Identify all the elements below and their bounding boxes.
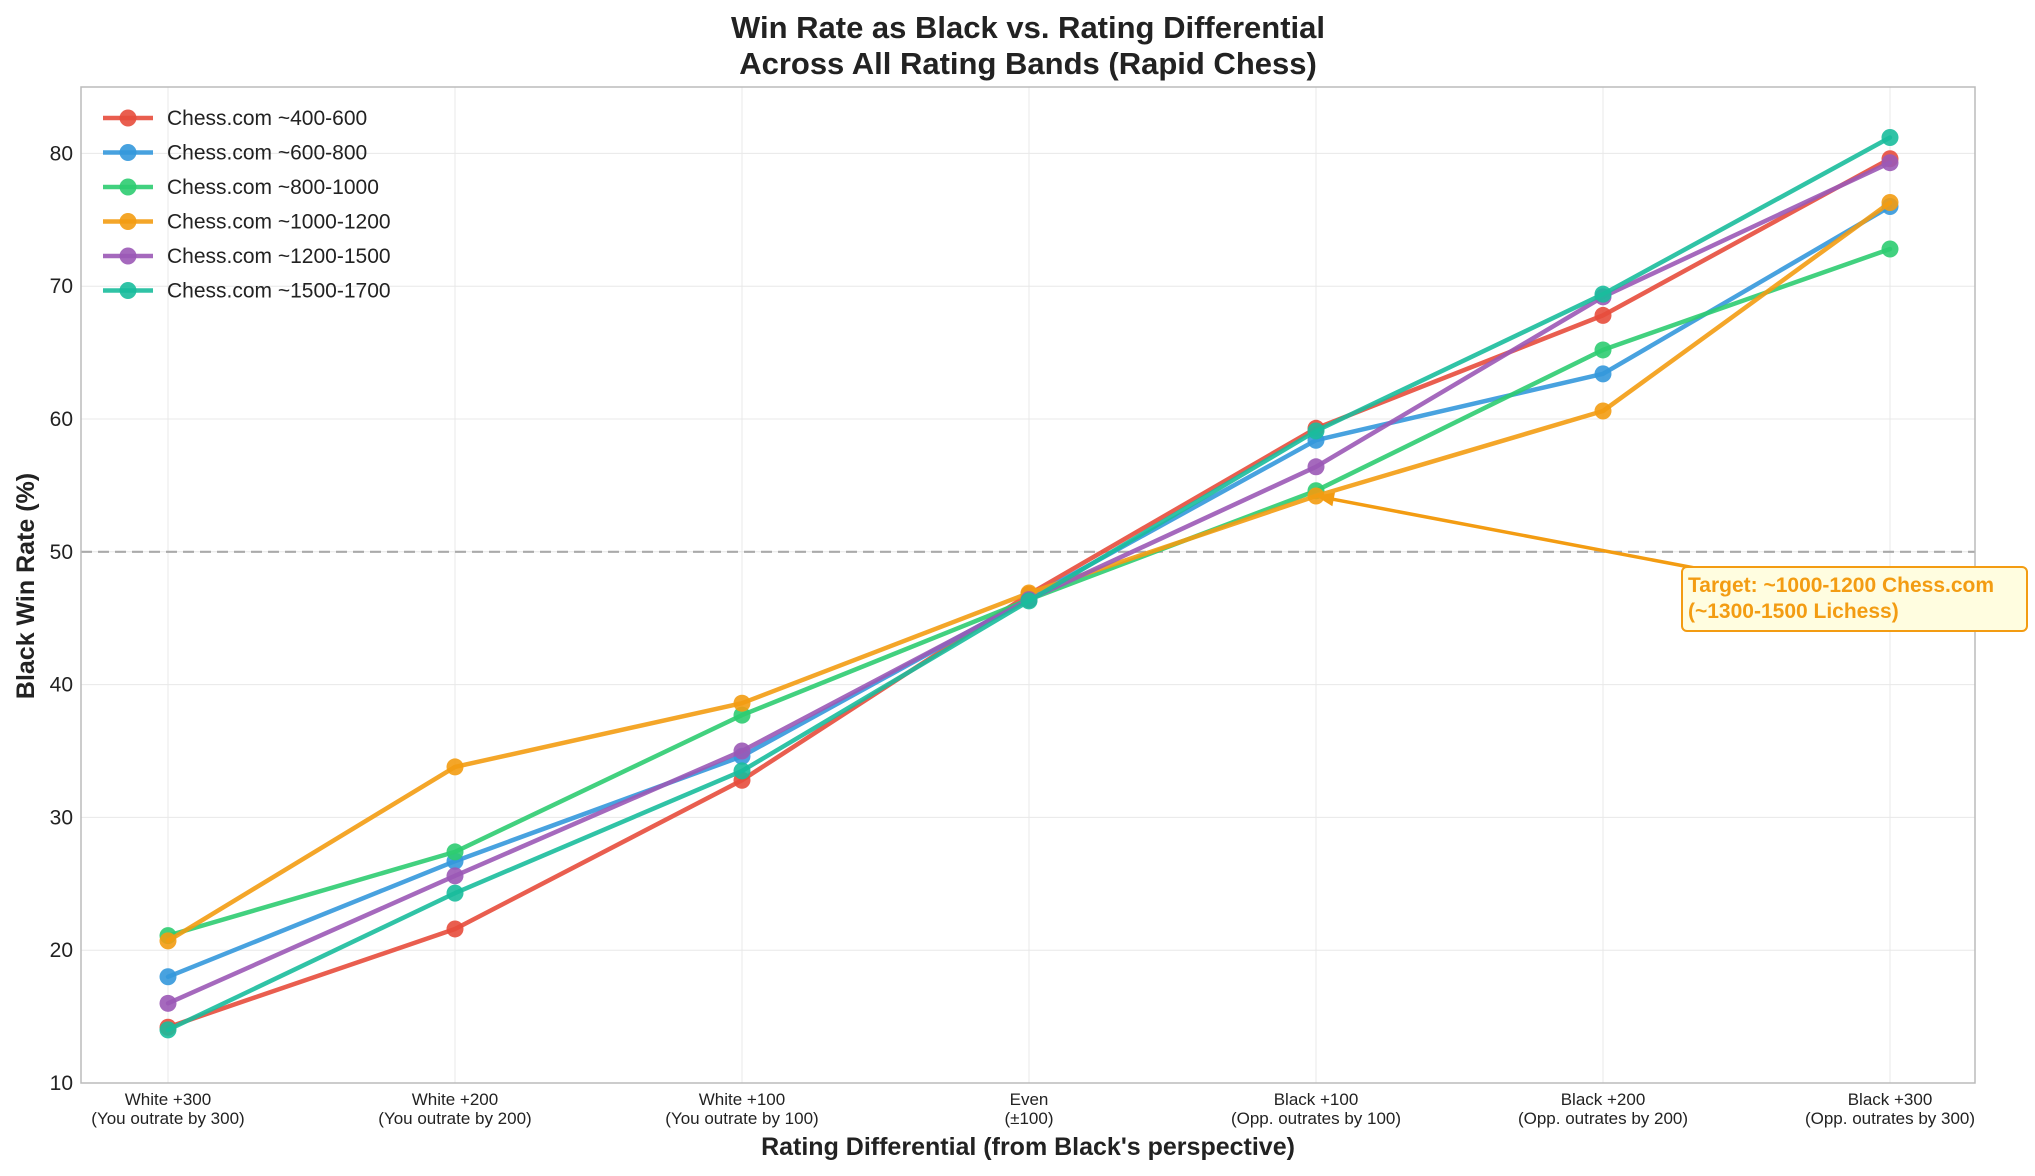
x-tick-sublabel: (You outrate by 300) — [91, 1109, 244, 1128]
annotation-arrow-shaft — [1329, 496, 1701, 571]
data-point — [446, 758, 464, 776]
data-point — [1594, 341, 1612, 359]
data-point — [1881, 194, 1899, 212]
data-point — [733, 742, 751, 760]
y-tick-label: 30 — [50, 806, 73, 829]
y-axis-label: Black Win Rate (%) — [12, 473, 40, 699]
legend-label: Chess.com ~800-1000 — [167, 176, 379, 199]
x-tick-sublabel: (±100) — [1004, 1109, 1053, 1128]
legend-marker — [119, 213, 137, 230]
x-axis-label: Rating Differential (from Black's perspe… — [761, 1133, 1295, 1161]
y-tick-label: 80 — [50, 142, 73, 165]
data-point — [159, 1021, 177, 1039]
x-tick-labels: White +300(You outrate by 300) White +200… — [91, 1090, 1975, 1128]
legend-marker — [119, 178, 137, 196]
annotation-box — [1681, 566, 2028, 632]
legend-label: Chess.com ~600-800 — [167, 142, 367, 165]
legend-label: Chess.com ~1500-1700 — [167, 280, 391, 303]
annotation: Target: ~1000-1200 Chess.com (~1300-1500 … — [1316, 492, 2028, 632]
x-tick-label: Even — [1010, 1090, 1049, 1109]
annotation-text-line: Target: ~1000-1200 Chess.com — [1688, 574, 1994, 597]
x-tick-sublabel: (Opp. outrates by 100) — [1231, 1109, 1401, 1128]
data-point — [446, 843, 464, 861]
annotation-arrow-head — [1316, 492, 1335, 507]
x-tick-sublabel: (Opp. outrates by 200) — [1518, 1109, 1688, 1128]
data-point — [159, 994, 177, 1012]
data-point — [1881, 128, 1899, 146]
data-point — [1594, 402, 1612, 420]
data-point — [1020, 592, 1038, 610]
data-point — [159, 968, 177, 986]
data-point — [1594, 306, 1612, 324]
legend: Chess.com ~400-600 Chess.com ~600-800 Ches… — [103, 107, 391, 303]
series-group — [159, 128, 1899, 1039]
legend-marker — [119, 109, 137, 127]
data-point — [733, 762, 751, 780]
data-point — [1307, 458, 1325, 476]
legend-label: Chess.com ~1000-1200 — [167, 211, 391, 234]
x-tick-label: White +100 — [699, 1090, 785, 1109]
x-tick-label: White +300 — [125, 1090, 211, 1109]
data-point — [733, 706, 751, 724]
y-tick-label: 60 — [50, 408, 73, 431]
legend-label: Chess.com ~1200-1500 — [167, 245, 391, 268]
legend-marker — [119, 282, 137, 299]
data-point — [446, 867, 464, 885]
series-6 — [159, 128, 1899, 1039]
y-tick-label: 40 — [50, 674, 73, 697]
annotation-text-line: (~1300-1500 Lichess) — [1688, 600, 1899, 623]
x-tick-label: Black +200 — [1561, 1090, 1646, 1109]
y-tick-label: 50 — [50, 541, 73, 564]
x-tick-sublabel: (You outrate by 200) — [378, 1109, 531, 1128]
x-tick-label: White +200 — [412, 1090, 498, 1109]
data-point — [1307, 422, 1325, 440]
legend-marker — [119, 247, 137, 265]
legend-marker — [119, 144, 137, 161]
data-point — [733, 694, 751, 712]
x-tick-sublabel: (You outrate by 100) — [665, 1109, 818, 1128]
legend-label: Chess.com ~400-600 — [167, 107, 367, 130]
data-point — [446, 920, 464, 938]
y-tick-label: 20 — [50, 939, 73, 962]
data-point — [446, 884, 464, 902]
y-tick-label: 70 — [50, 275, 73, 298]
chart-title-line-2: Across All Rating Bands (Rapid Chess) — [739, 46, 1317, 81]
data-point — [1881, 240, 1899, 258]
data-point — [1594, 285, 1612, 303]
y-tick-labels: 10 20 30 40 50 60 70 80 — [50, 142, 73, 1095]
y-tick-label: 10 — [50, 1072, 73, 1095]
data-point — [1881, 154, 1899, 172]
data-point — [159, 932, 177, 950]
x-tick-label: Black +100 — [1274, 1090, 1359, 1109]
x-tick-sublabel: (Opp. outrates by 300) — [1805, 1109, 1975, 1128]
x-tick-label: Black +300 — [1848, 1090, 1933, 1109]
grid-lines — [81, 87, 1975, 1084]
data-point — [1594, 365, 1612, 383]
chart-title-line-1: Win Rate as Black vs. Rating Differentia… — [731, 10, 1325, 45]
